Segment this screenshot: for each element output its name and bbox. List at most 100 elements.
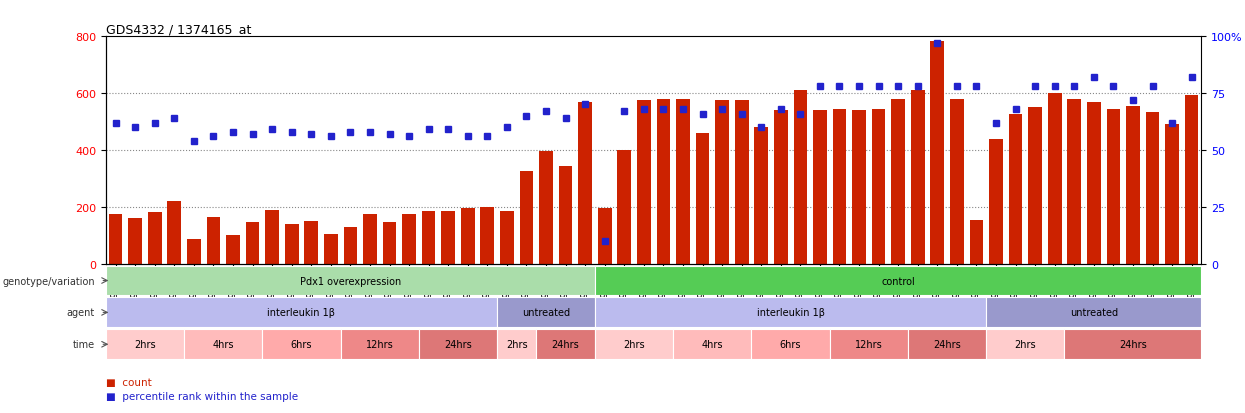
Bar xyxy=(128,218,142,264)
Bar xyxy=(245,223,259,264)
Bar xyxy=(187,240,200,264)
Bar xyxy=(263,330,341,359)
Text: 4hrs: 4hrs xyxy=(702,339,723,349)
Bar xyxy=(500,211,514,264)
Bar xyxy=(735,101,748,264)
Bar xyxy=(1064,330,1201,359)
Bar xyxy=(674,330,752,359)
Bar xyxy=(793,91,807,264)
Bar xyxy=(891,100,905,264)
Text: interleukin 1β: interleukin 1β xyxy=(757,308,824,318)
Bar xyxy=(930,41,944,264)
Bar xyxy=(519,172,533,264)
Bar xyxy=(265,210,279,264)
Bar xyxy=(148,213,162,264)
Text: 24hrs: 24hrs xyxy=(552,339,579,349)
Bar xyxy=(106,330,184,359)
Bar xyxy=(1067,100,1081,264)
Bar xyxy=(752,330,829,359)
Bar xyxy=(696,133,710,264)
Bar xyxy=(754,128,768,264)
Bar xyxy=(637,101,651,264)
Bar xyxy=(595,330,674,359)
Bar xyxy=(911,91,925,264)
Text: ■  percentile rank within the sample: ■ percentile rank within the sample xyxy=(106,392,298,401)
Text: 2hrs: 2hrs xyxy=(1015,339,1036,349)
Bar xyxy=(341,330,418,359)
Text: Pdx1 overexpression: Pdx1 overexpression xyxy=(300,276,401,286)
Bar xyxy=(1125,107,1140,264)
Bar xyxy=(970,220,984,264)
Bar xyxy=(441,211,456,264)
Bar xyxy=(578,102,591,264)
Bar xyxy=(595,266,1201,296)
Bar xyxy=(813,111,827,264)
Bar xyxy=(986,330,1064,359)
Bar xyxy=(106,298,497,328)
Text: 2hrs: 2hrs xyxy=(134,339,156,349)
Bar xyxy=(598,209,611,264)
Text: untreated: untreated xyxy=(1069,308,1118,318)
Text: untreated: untreated xyxy=(522,308,570,318)
Bar xyxy=(676,100,690,264)
Text: 4hrs: 4hrs xyxy=(213,339,234,349)
Bar xyxy=(872,109,885,264)
Bar xyxy=(167,202,182,264)
Text: GDS4332 / 1374165_at: GDS4332 / 1374165_at xyxy=(106,23,251,36)
Text: interleukin 1β: interleukin 1β xyxy=(268,308,335,318)
Bar xyxy=(852,111,867,264)
Bar xyxy=(497,298,595,328)
Bar xyxy=(382,223,396,264)
Bar xyxy=(618,150,631,264)
Text: 24hrs: 24hrs xyxy=(934,339,961,349)
Bar xyxy=(595,298,986,328)
Bar xyxy=(305,222,319,264)
Bar xyxy=(537,330,595,359)
Bar xyxy=(285,224,299,264)
Bar xyxy=(324,234,337,264)
Bar xyxy=(829,330,908,359)
Bar xyxy=(344,227,357,264)
Bar xyxy=(497,330,537,359)
Bar xyxy=(774,111,788,264)
Bar xyxy=(461,209,474,264)
Text: 24hrs: 24hrs xyxy=(444,339,472,349)
Text: time: time xyxy=(72,339,95,349)
Bar xyxy=(422,211,436,264)
Text: ■  count: ■ count xyxy=(106,377,152,387)
Text: 12hrs: 12hrs xyxy=(366,339,393,349)
Bar xyxy=(1008,115,1022,264)
Text: agent: agent xyxy=(67,308,95,318)
Bar xyxy=(715,101,728,264)
Text: 12hrs: 12hrs xyxy=(855,339,883,349)
Bar xyxy=(364,214,377,264)
Text: 6hrs: 6hrs xyxy=(291,339,312,349)
Bar xyxy=(1048,94,1062,264)
Text: 2hrs: 2hrs xyxy=(505,339,528,349)
Bar xyxy=(1087,102,1101,264)
Text: genotype/variation: genotype/variation xyxy=(2,276,95,286)
Bar xyxy=(1028,108,1042,264)
Bar xyxy=(1185,95,1199,264)
Text: control: control xyxy=(881,276,915,286)
Bar xyxy=(106,266,595,296)
Text: 24hrs: 24hrs xyxy=(1119,339,1147,349)
Bar xyxy=(986,298,1201,328)
Bar xyxy=(989,139,1003,264)
Text: 2hrs: 2hrs xyxy=(624,339,645,349)
Bar xyxy=(656,100,670,264)
Bar xyxy=(418,330,497,359)
Text: 6hrs: 6hrs xyxy=(779,339,802,349)
Bar xyxy=(950,100,964,264)
Bar xyxy=(481,207,494,264)
Bar xyxy=(1165,125,1179,264)
Bar xyxy=(908,330,986,359)
Bar xyxy=(559,166,573,264)
Bar xyxy=(227,235,240,264)
Bar xyxy=(833,109,847,264)
Bar xyxy=(207,217,220,264)
Bar xyxy=(184,330,263,359)
Bar xyxy=(1107,109,1120,264)
Bar xyxy=(108,214,122,264)
Bar xyxy=(402,214,416,264)
